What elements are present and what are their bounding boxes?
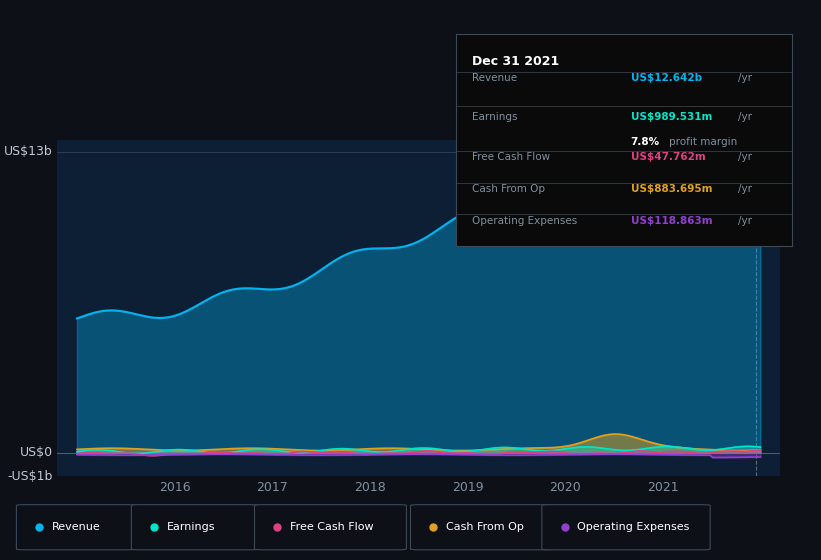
Text: Revenue: Revenue — [473, 73, 517, 83]
Text: /yr: /yr — [738, 73, 752, 83]
Text: Earnings: Earnings — [167, 522, 215, 532]
Text: /yr: /yr — [738, 152, 752, 162]
Text: /yr: /yr — [738, 111, 752, 122]
Text: /yr: /yr — [738, 184, 752, 194]
Text: US$13b: US$13b — [4, 145, 53, 158]
Text: Revenue: Revenue — [52, 522, 100, 532]
FancyBboxPatch shape — [255, 505, 406, 550]
Text: Dec 31 2021: Dec 31 2021 — [473, 55, 560, 68]
Text: US$47.762m: US$47.762m — [631, 152, 705, 162]
FancyBboxPatch shape — [131, 505, 259, 550]
Text: -US$1b: -US$1b — [7, 469, 53, 483]
Text: 7.8%: 7.8% — [631, 137, 660, 147]
Text: Operating Expenses: Operating Expenses — [577, 522, 690, 532]
Text: US$12.642b: US$12.642b — [631, 73, 702, 83]
Text: US$118.863m: US$118.863m — [631, 216, 713, 226]
Text: Earnings: Earnings — [473, 111, 518, 122]
Text: profit margin: profit margin — [669, 137, 737, 147]
FancyBboxPatch shape — [542, 505, 710, 550]
Text: US$883.695m: US$883.695m — [631, 184, 712, 194]
Text: Cash From Op: Cash From Op — [473, 184, 545, 194]
FancyBboxPatch shape — [16, 505, 135, 550]
Text: Operating Expenses: Operating Expenses — [473, 216, 578, 226]
Text: Free Cash Flow: Free Cash Flow — [473, 152, 551, 162]
Text: US$0: US$0 — [20, 446, 53, 459]
Text: /yr: /yr — [738, 216, 752, 226]
FancyBboxPatch shape — [410, 505, 554, 550]
Text: US$989.531m: US$989.531m — [631, 111, 712, 122]
Text: Cash From Op: Cash From Op — [446, 522, 524, 532]
Text: Free Cash Flow: Free Cash Flow — [290, 522, 374, 532]
